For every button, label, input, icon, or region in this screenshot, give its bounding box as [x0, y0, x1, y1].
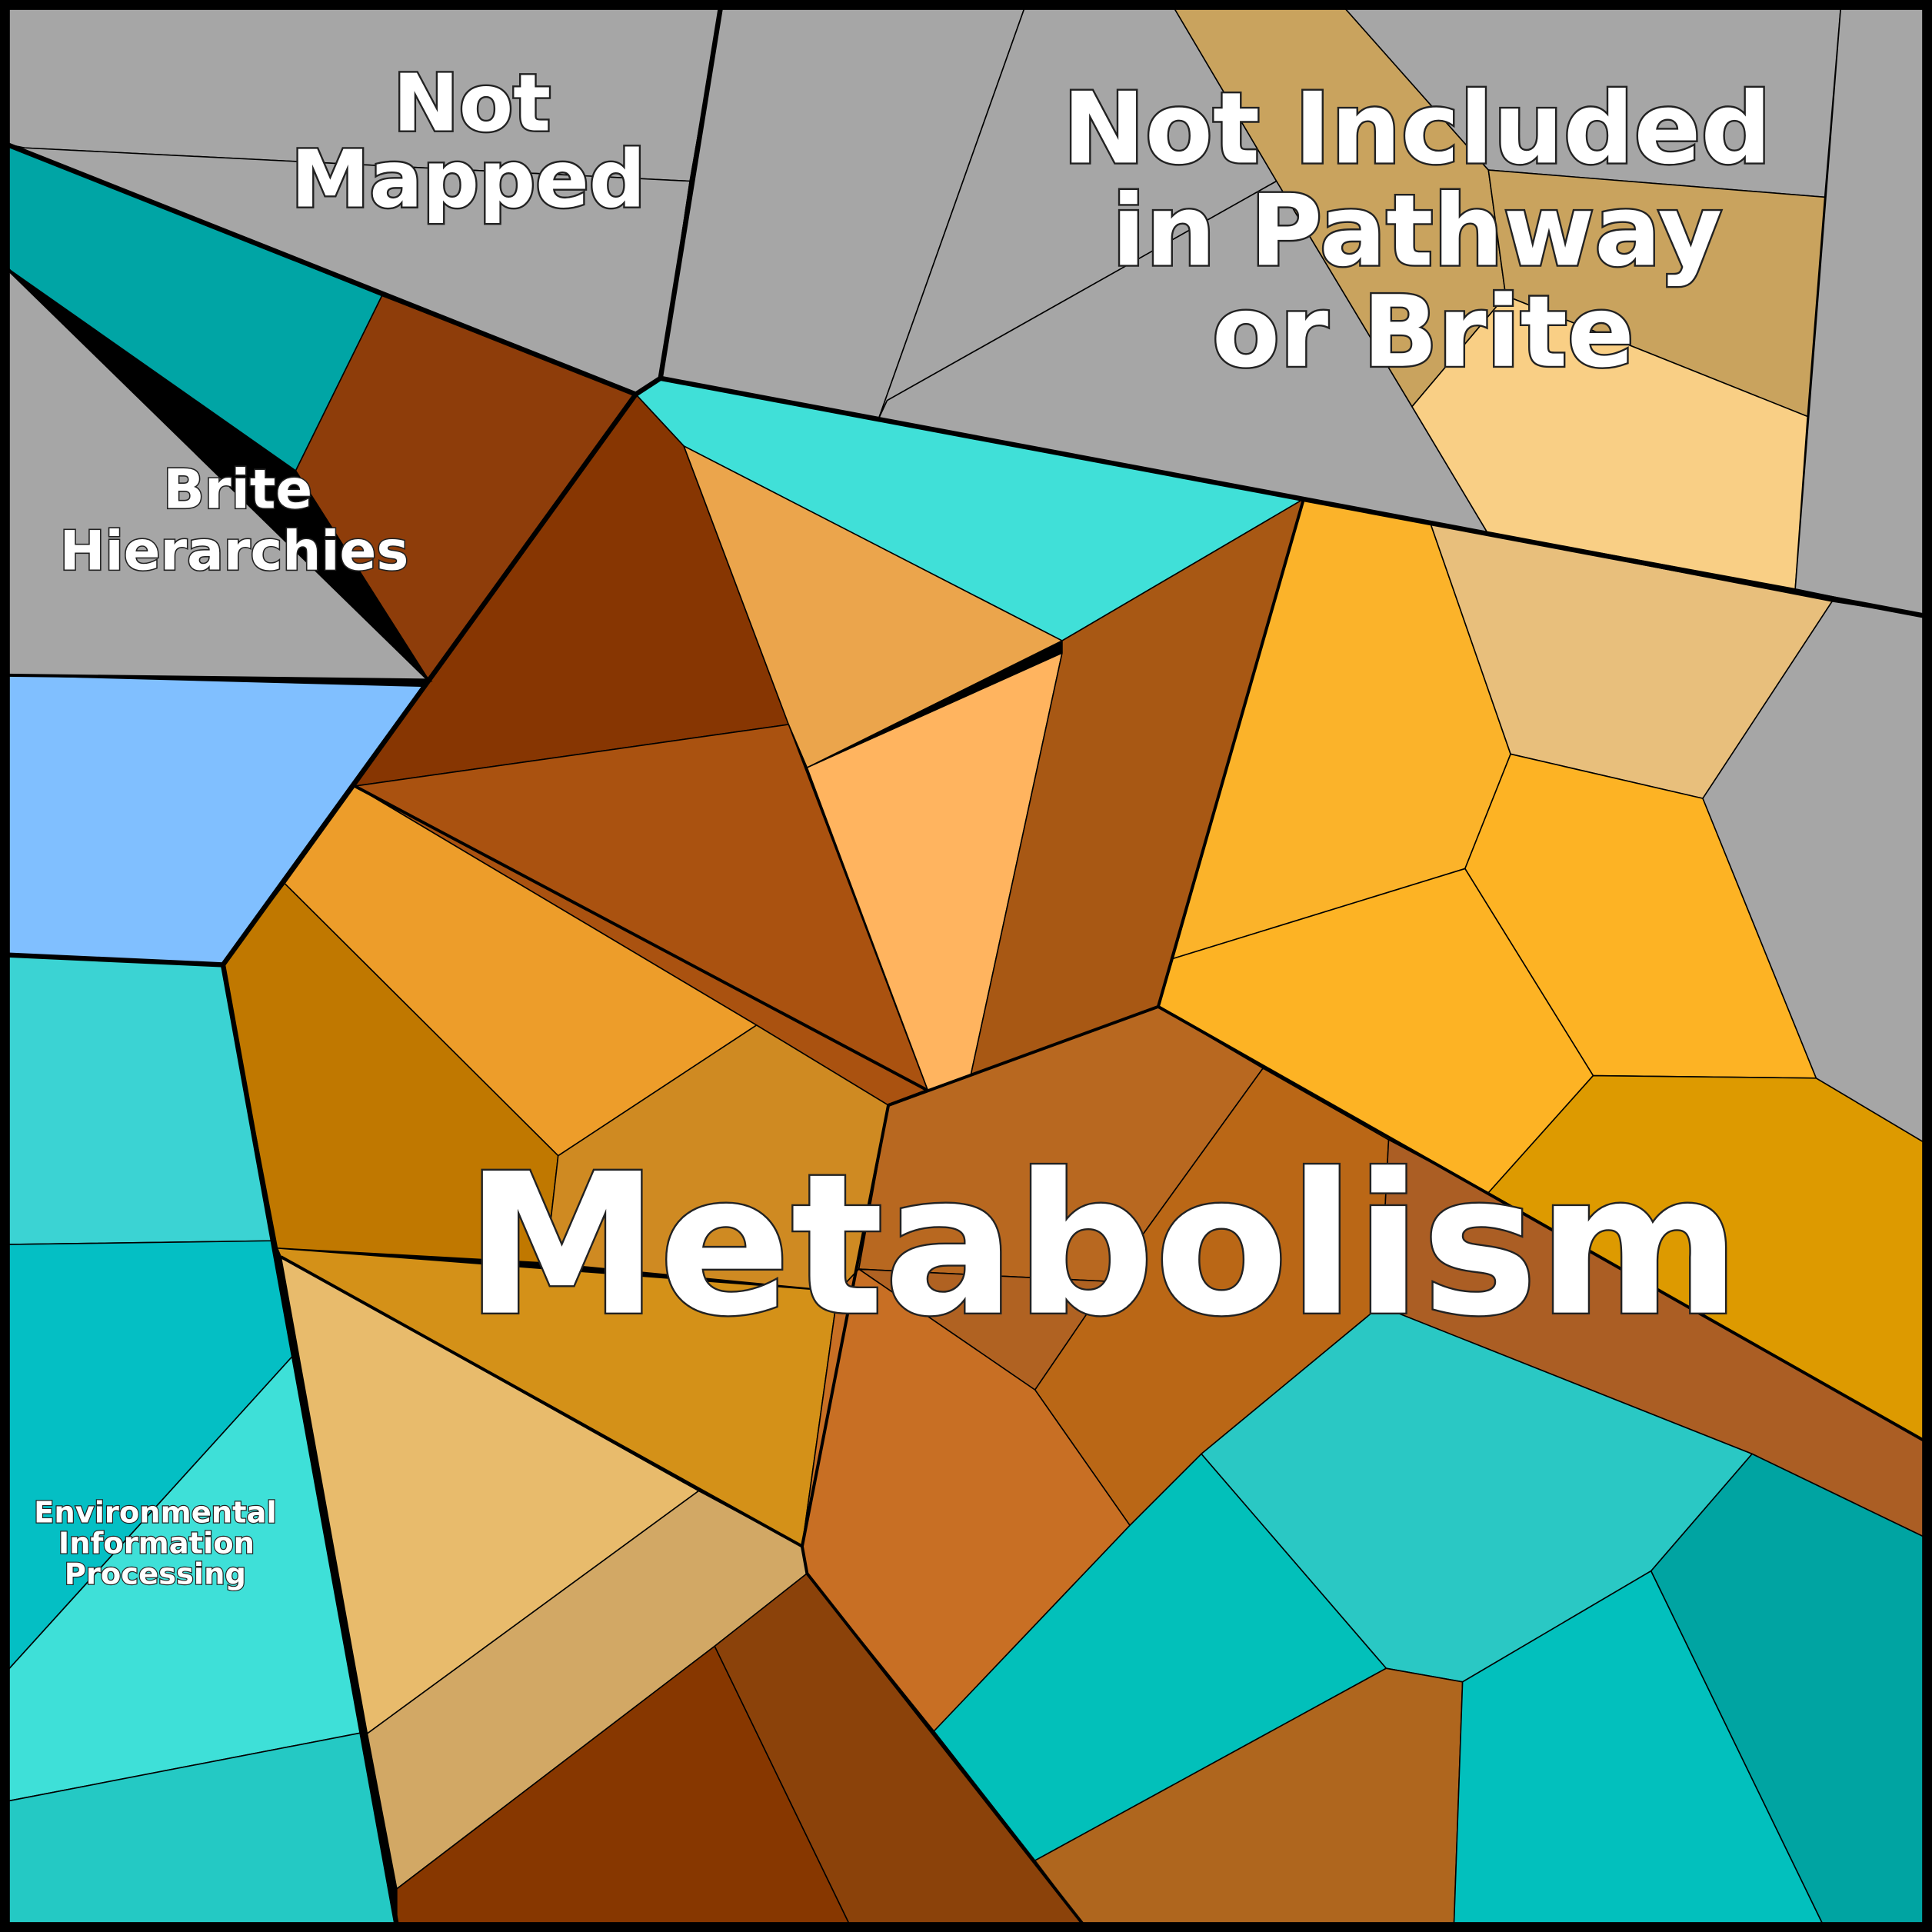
label-line: Not Included	[1063, 72, 1772, 186]
border	[1157, 1005, 1927, 1444]
label-line: Metabolism	[465, 1132, 1740, 1359]
border	[5, 142, 1927, 619]
label-line: Mapped	[291, 135, 645, 226]
label-line: Brite	[163, 458, 312, 521]
label-line: Information	[58, 1526, 255, 1561]
label-line: Environmental	[34, 1495, 277, 1530]
border	[658, 5, 724, 379]
border	[5, 266, 433, 682]
label-line: or Brite	[1212, 275, 1634, 390]
cell	[933, 1453, 1387, 1861]
label-line: Hierarchies	[59, 519, 408, 582]
cells	[5, 5, 1927, 1927]
label-line: Processing	[65, 1557, 246, 1592]
label-line: in Pathway	[1111, 174, 1722, 288]
label-line: Not	[393, 58, 551, 149]
cell-emphasis	[5, 266, 1927, 1927]
border	[220, 964, 400, 1927]
border	[354, 784, 1086, 1927]
border	[280, 1255, 803, 1548]
